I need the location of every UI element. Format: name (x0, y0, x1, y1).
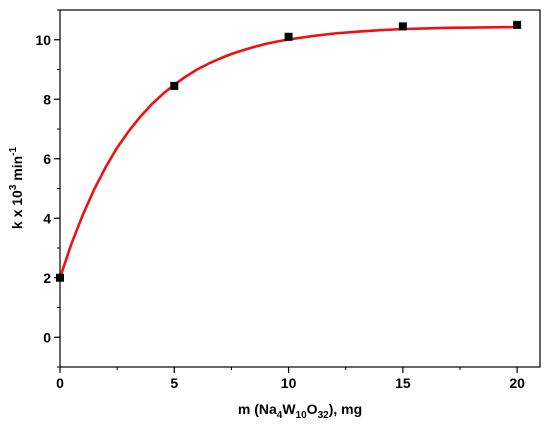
data-point (56, 273, 64, 282)
x-tick-label: 20 (509, 375, 525, 391)
y-tick-label: 8 (43, 91, 51, 107)
data-point (170, 81, 179, 90)
y-tick-label: 2 (43, 270, 51, 286)
x-axis-title: m (Na4W10O32), mg (238, 401, 362, 421)
data-point (513, 20, 522, 29)
y-tick-label: 6 (43, 151, 51, 167)
x-tick-label: 10 (281, 375, 297, 391)
data-point (284, 32, 293, 41)
fit-curve (58, 25, 518, 279)
plot-frame (59, 9, 541, 368)
y-axis-title: k x 103 min-1 (8, 146, 25, 229)
y-tick-label: 10 (35, 32, 51, 48)
x-tick-label: 0 (56, 375, 64, 391)
data-points (56, 20, 522, 282)
x-tick-label: 15 (395, 375, 411, 391)
ticks: 0 5 10 15 20 0 2 4 6 8 10 (35, 9, 525, 391)
y-tick-label: 4 (43, 210, 51, 226)
fit-line (58, 25, 518, 279)
data-point (398, 22, 407, 31)
x-tick-label: 5 (170, 375, 178, 391)
y-tick-label: 0 (43, 329, 51, 345)
